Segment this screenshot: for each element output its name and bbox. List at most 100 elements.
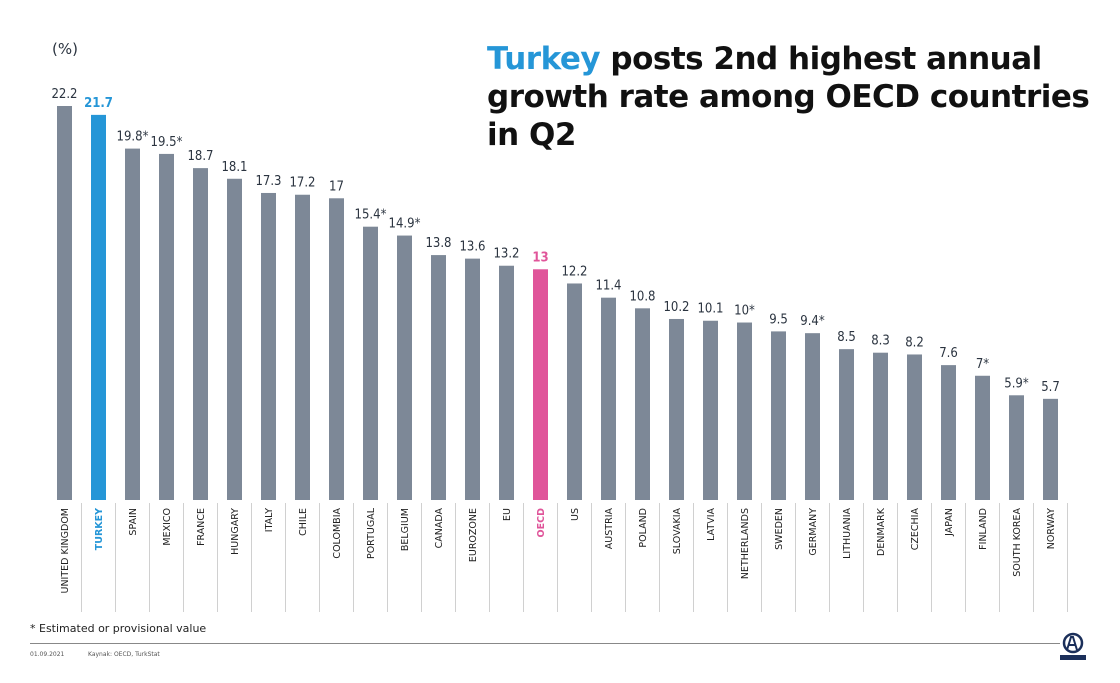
bar-norway — [1043, 398, 1058, 500]
category-label: US — [570, 508, 581, 521]
bar-oecd — [533, 269, 548, 500]
bar-poland — [635, 308, 650, 500]
category-label: NORWAY — [1046, 508, 1057, 549]
data-label: 17.2 — [289, 176, 315, 191]
bar-slovakia — [669, 318, 684, 500]
data-label: 9.5 — [769, 312, 788, 327]
bar-czechia — [907, 354, 922, 500]
bar-canada — [431, 255, 446, 500]
category-label: EUROZONE — [468, 508, 479, 562]
category-label: PORTUGAL — [366, 507, 377, 559]
category-label: CHILE — [298, 508, 309, 536]
bar-hungary — [227, 178, 242, 501]
data-label: 8.5 — [837, 330, 856, 345]
category-label: JAPAN — [944, 508, 955, 537]
bar-netherlands — [737, 322, 752, 500]
category-label: AUSTRIA — [604, 507, 615, 549]
data-label: 19.5* — [151, 135, 183, 150]
category-label: LITHUANIA — [842, 508, 853, 559]
category-label: HUNGARY — [230, 508, 241, 555]
bar-us — [567, 283, 582, 500]
data-label: 5.7 — [1041, 380, 1060, 395]
category-label: SOUTH KOREA — [1012, 508, 1023, 577]
title-rest: posts 2nd highest annual growth rate amo… — [487, 41, 1090, 153]
data-label: 19.8* — [117, 130, 149, 145]
data-label: 17.3 — [255, 174, 281, 189]
bar-eu — [499, 265, 514, 500]
bar-south-korea — [1009, 395, 1024, 500]
category-label: EU — [502, 508, 513, 521]
chart-title: Turkey posts 2nd highest annual growth r… — [487, 40, 1107, 154]
category-label: LATVIA — [706, 507, 717, 540]
data-label: 17 — [329, 179, 344, 194]
data-label: 10.2 — [663, 300, 689, 315]
data-label: 9.4* — [800, 314, 825, 329]
data-label: 15.4* — [355, 208, 387, 223]
category-label: NETHERLANDS — [740, 508, 751, 579]
category-label: FINLAND — [978, 508, 989, 550]
bar-chile — [295, 194, 310, 500]
category-label: SWEDEN — [774, 508, 785, 550]
bar-eurozone — [465, 258, 480, 500]
category-label: CZECHIA — [910, 508, 921, 551]
data-label: 8.2 — [905, 335, 924, 350]
y-axis-unit: (%) — [52, 40, 78, 58]
bar-mexico — [159, 153, 174, 500]
bar-turkey — [91, 114, 106, 500]
bar-belgium — [397, 235, 412, 500]
bar-italy — [261, 192, 276, 500]
category-label: POLAND — [638, 508, 649, 548]
data-label: 7.6 — [939, 346, 958, 361]
data-label: 10* — [734, 304, 755, 319]
data-label: 5.9* — [1004, 376, 1029, 391]
category-label: CANADA — [434, 508, 445, 549]
data-label: 13.8 — [425, 236, 451, 251]
data-label: 11.4 — [595, 279, 621, 294]
category-label: FRANCE — [196, 508, 207, 546]
data-label: 21.7 — [84, 96, 113, 111]
category-label: GERMANY — [808, 508, 819, 556]
category-label: TURKEY — [94, 508, 105, 550]
data-label: 13.2 — [493, 247, 519, 262]
bar-latvia — [703, 320, 718, 500]
bar-portugal — [363, 226, 378, 500]
bar-united-kingdom — [57, 106, 72, 500]
data-label: 10.1 — [697, 302, 723, 317]
category-label: BELGIUM — [400, 508, 411, 551]
data-label: 18.1 — [221, 160, 247, 175]
footer-date: 01.09.2021 — [30, 651, 65, 658]
bar-japan — [941, 365, 956, 500]
data-label: 18.7 — [187, 149, 213, 164]
data-label: 13 — [532, 250, 548, 265]
data-label: 12.2 — [561, 264, 587, 279]
bar-finland — [975, 375, 990, 500]
category-label: SLOVAKIA — [672, 508, 683, 555]
category-label: COLOMBIA — [332, 508, 343, 559]
data-label: 22.2 — [51, 87, 77, 102]
category-label: SPAIN — [128, 508, 139, 536]
data-label: 7* — [976, 357, 989, 372]
data-label: 8.3 — [871, 334, 890, 349]
bar-france — [193, 168, 208, 500]
bar-lithuania — [839, 349, 854, 500]
bar-austria — [601, 297, 616, 500]
bar-germany — [805, 333, 820, 500]
anadolu-agency-logo-icon — [1060, 632, 1086, 660]
bar-sweden — [771, 331, 786, 500]
footer-divider — [30, 643, 1060, 644]
category-label: OECD — [536, 508, 547, 538]
category-label: MEXICO — [162, 508, 173, 546]
bar-denmark — [873, 352, 888, 500]
data-label: 10.8 — [629, 289, 655, 304]
title-highlight: Turkey — [487, 41, 601, 77]
data-label: 13.6 — [459, 240, 485, 255]
category-label: ITALY — [264, 508, 275, 532]
data-label: 14.9* — [389, 217, 421, 232]
category-label: DENMARK — [876, 507, 887, 556]
category-label: UNITED KINGDOM — [60, 508, 71, 594]
footnote: * Estimated or provisional value — [30, 622, 207, 635]
footer-source: Kaynak: OECD, TurkStat — [88, 651, 160, 658]
bar-spain — [125, 148, 140, 500]
